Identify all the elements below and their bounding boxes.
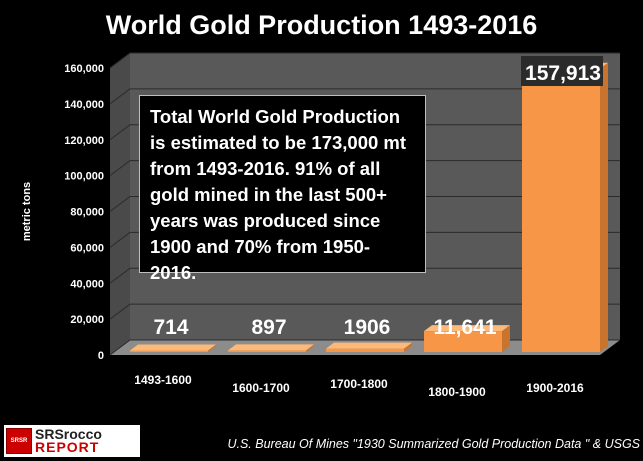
bar <box>130 350 208 352</box>
source-note: U.S. Bureau Of Mines "1930 Summarized Go… <box>227 437 640 451</box>
y-tick-label: 0 <box>98 350 104 362</box>
data-label: 11,641 <box>433 316 496 339</box>
x-tick-label: 1700-1800 <box>330 377 388 391</box>
gridline <box>109 160 620 177</box>
data-label: 714 <box>153 316 188 339</box>
y-axis-label: metric tons <box>21 182 33 241</box>
x-tick-label: 1600-1700 <box>232 381 290 395</box>
gridline <box>109 124 620 141</box>
x-tick-label: 1900-2016 <box>526 381 584 395</box>
y-tick-label: 60,000 <box>70 242 104 254</box>
annotation-box: Total World Gold Production is estimated… <box>139 95 426 283</box>
data-label: 897 <box>251 316 286 339</box>
x-tick-label: 1800-1900 <box>428 385 486 399</box>
bar <box>228 350 306 352</box>
bar-side <box>306 344 314 352</box>
x-tick-label: 1493-1600 <box>134 373 192 387</box>
gridline <box>109 196 620 212</box>
y-tick-label: 120,000 <box>64 135 104 147</box>
gridline <box>109 267 620 284</box>
logo-line2: REPORT <box>35 439 100 455</box>
y-tick-label: 140,000 <box>64 99 104 111</box>
logo-text: SRSrocco REPORT <box>35 426 102 455</box>
logo-badge-icon: SRSR <box>6 428 32 454</box>
bar <box>326 348 404 352</box>
bar-top <box>326 342 412 349</box>
bar-side <box>600 62 608 352</box>
bar-top <box>228 344 314 351</box>
srsrocco-logo: SRSR SRSrocco REPORT <box>4 425 140 457</box>
gridline <box>109 231 620 248</box>
bar-side <box>404 342 412 352</box>
gridline <box>109 52 620 69</box>
data-label-bg <box>521 56 603 86</box>
y-tick-label: 20,000 <box>70 314 104 326</box>
y-tick-label: 40,000 <box>70 278 104 290</box>
gridline <box>109 303 620 320</box>
bar-top <box>130 344 216 351</box>
bar-side <box>208 344 216 352</box>
logo-line1: SRSrocco <box>35 426 102 442</box>
y-tick-label: 160,000 <box>64 63 104 75</box>
y-tick-label: 80,000 <box>70 207 104 219</box>
gridline <box>109 88 620 105</box>
bar <box>522 68 600 352</box>
chart-title: World Gold Production 1493-2016 <box>105 10 538 40</box>
bar-top <box>424 325 510 332</box>
bar-side <box>502 325 510 352</box>
bar <box>424 331 502 352</box>
data-label: 157,913 <box>525 62 601 85</box>
data-label: 1906 <box>344 316 391 339</box>
y-tick-label: 100,000 <box>64 171 104 183</box>
